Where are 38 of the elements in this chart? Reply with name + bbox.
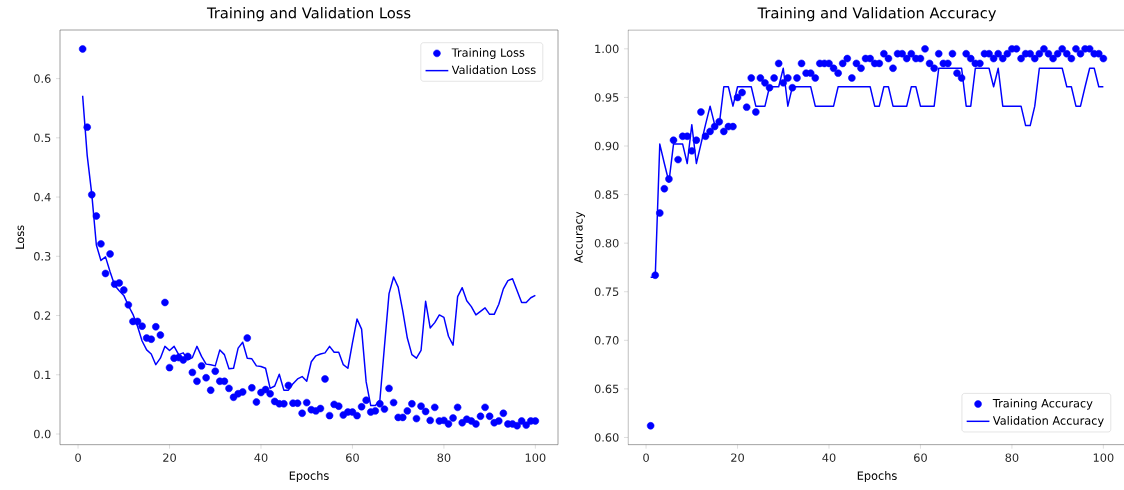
y-tick-label: 0.95 (594, 93, 619, 102)
x-tick-label: 40 (822, 453, 836, 462)
x-axis-title: Epochs (289, 471, 329, 483)
legend-label: Training Accuracy (992, 398, 1093, 410)
y-tick-label: 0.4 (34, 192, 51, 202)
y-tick-label: 0.5 (34, 133, 51, 143)
y-axis-title: Accuracy (574, 211, 585, 264)
x-tick-label: 80 (437, 453, 451, 462)
x-tick-label: 0 (643, 453, 649, 462)
y-tick-label: 0.6 (34, 74, 51, 83)
legend-label: Validation Loss (451, 65, 536, 75)
y-tick-label: 0.65 (594, 384, 619, 394)
y-tick-label: 0.2 (34, 311, 51, 320)
y-tick-label: 0.1 (34, 370, 51, 380)
y-tick-label: 0.60 (594, 433, 619, 442)
x-tick-label: 100 (1093, 453, 1114, 462)
y-tick-label: 0.85 (594, 190, 619, 199)
x-tick-label: 100 (525, 453, 546, 462)
legend-label: Validation Accuracy (992, 416, 1104, 427)
chart-title: Training and Validation Accuracy (757, 7, 997, 22)
x-tick-label: 40 (254, 453, 268, 462)
x-axis-title: Epochs (857, 471, 897, 483)
y-axis-title: Loss (15, 225, 25, 249)
y-tick-label: 0.70 (594, 336, 619, 345)
y-tick-label: 0.0 (34, 429, 51, 439)
x-tick-label: 60 (914, 453, 927, 462)
y-tick-label: 0.3 (34, 252, 51, 261)
x-tick-label: 0 (75, 453, 81, 462)
chart-title: Training and Validation Loss (206, 7, 411, 22)
x-tick-label: 80 (1005, 453, 1019, 462)
y-tick-label: 0.80 (594, 238, 619, 248)
legend-label: Training Loss (451, 48, 525, 60)
x-tick-label: 20 (731, 453, 744, 462)
x-tick-label: 20 (163, 453, 176, 462)
y-tick-label: 1.00 (595, 44, 619, 54)
y-tick-label: 0.90 (594, 141, 619, 151)
y-tick-label: 0.75 (594, 287, 619, 297)
x-tick-label: 60 (346, 453, 359, 462)
